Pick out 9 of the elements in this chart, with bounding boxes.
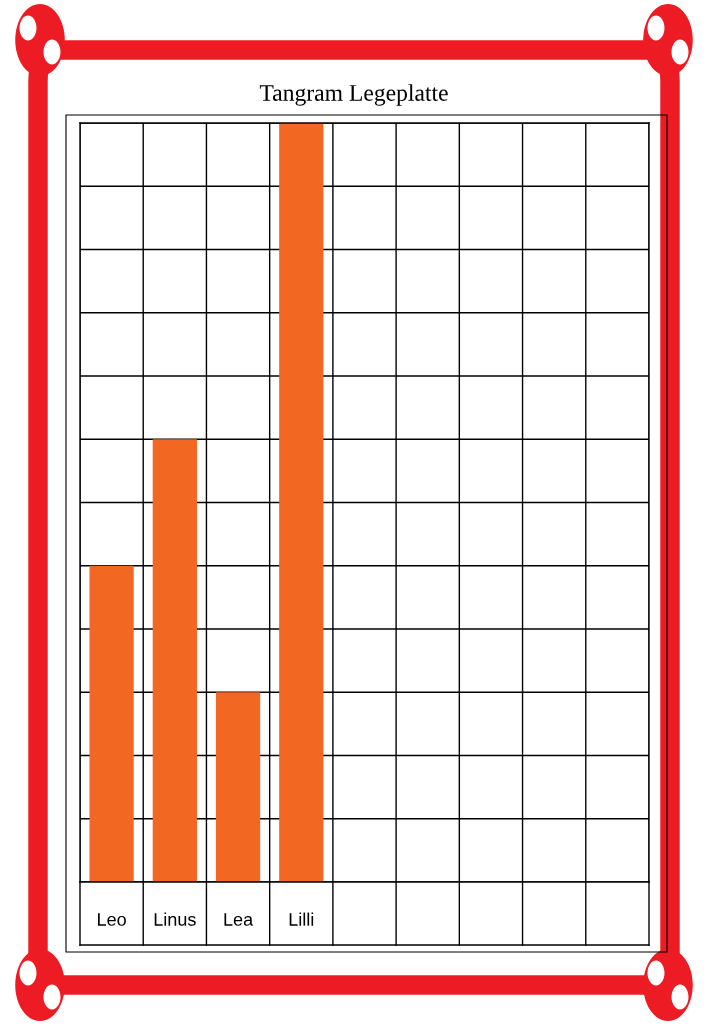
x-tick-label: Lilli — [289, 912, 314, 926]
bar — [279, 123, 324, 882]
bar — [89, 565, 134, 882]
x-tick-label: Linus — [154, 912, 196, 926]
x-tick-label: Lea — [224, 913, 254, 926]
chart-title: Tangram Legeplatte — [259, 84, 448, 106]
bar — [152, 439, 197, 882]
bar — [215, 692, 261, 882]
x-tick-label: Leo — [98, 913, 126, 926]
